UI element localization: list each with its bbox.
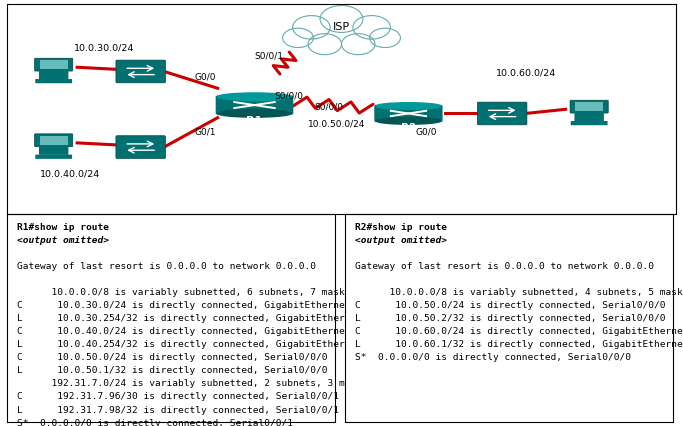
FancyBboxPatch shape — [116, 136, 165, 158]
FancyBboxPatch shape — [40, 136, 68, 144]
Text: <output omitted>: <output omitted> — [354, 236, 447, 245]
FancyBboxPatch shape — [39, 69, 68, 79]
Ellipse shape — [218, 93, 291, 101]
Circle shape — [308, 34, 342, 55]
Text: <output omitted>: <output omitted> — [16, 236, 109, 245]
FancyBboxPatch shape — [571, 121, 608, 125]
FancyBboxPatch shape — [35, 58, 73, 71]
FancyBboxPatch shape — [574, 112, 604, 121]
Text: L      10.0.50.1/32 is directly connected, Serial0/0/0: L 10.0.50.1/32 is directly connected, Se… — [16, 366, 327, 375]
Text: R2: R2 — [401, 123, 416, 133]
Text: ISP: ISP — [333, 22, 350, 32]
Circle shape — [283, 28, 313, 48]
Text: Gateway of last resort is 0.0.0.0 to network 0.0.0.0: Gateway of last resort is 0.0.0.0 to net… — [354, 262, 654, 271]
Circle shape — [342, 34, 375, 55]
Text: S*  0.0.0.0/0 is directly connected, Serial0/0/1: S* 0.0.0.0/0 is directly connected, Seri… — [16, 419, 292, 426]
Text: C      10.0.40.0/24 is directly connected, GigabitEthernet0/1: C 10.0.40.0/24 is directly connected, Gi… — [16, 327, 367, 336]
FancyBboxPatch shape — [570, 100, 609, 113]
Text: 10.0.40.0/24: 10.0.40.0/24 — [40, 170, 100, 178]
Text: 10.0.50.0/24: 10.0.50.0/24 — [308, 119, 365, 128]
Text: S0/0/1: S0/0/1 — [255, 52, 283, 61]
Text: C      192.31.7.96/30 is directly connected, Serial0/0/1: C 192.31.7.96/30 is directly connected, … — [16, 392, 339, 401]
Text: S0/0/0: S0/0/0 — [275, 92, 303, 101]
Circle shape — [292, 16, 330, 39]
Text: 192.31.7.0/24 is variably subnetted, 2 subnets, 3 masks: 192.31.7.0/24 is variably subnetted, 2 s… — [16, 380, 367, 389]
Circle shape — [320, 6, 363, 32]
Text: R2#show ip route: R2#show ip route — [354, 222, 447, 232]
Text: S0/0/0: S0/0/0 — [315, 102, 344, 111]
FancyBboxPatch shape — [36, 79, 72, 83]
Circle shape — [370, 28, 400, 48]
Text: G0/1: G0/1 — [194, 127, 216, 136]
FancyBboxPatch shape — [116, 60, 165, 83]
Text: L      10.0.40.254/32 is directly connected, GigabitEthernet0/1: L 10.0.40.254/32 is directly connected, … — [16, 340, 379, 349]
FancyBboxPatch shape — [36, 155, 72, 159]
FancyBboxPatch shape — [39, 145, 68, 155]
Text: R1: R1 — [247, 115, 262, 126]
FancyBboxPatch shape — [477, 102, 527, 125]
Text: 10.0.0.0/8 is variably subnetted, 6 subnets, 7 masks: 10.0.0.0/8 is variably subnetted, 6 subn… — [16, 288, 350, 297]
Text: 10.0.0.0/8 is variably subnetted, 4 subnets, 5 masks: 10.0.0.0/8 is variably subnetted, 4 subn… — [354, 288, 683, 297]
FancyBboxPatch shape — [40, 60, 68, 69]
Text: R1#show ip route: R1#show ip route — [16, 222, 109, 232]
Text: C      10.0.60.0/24 is directly connected, GigabitEthernet0/0: C 10.0.60.0/24 is directly connected, Gi… — [354, 327, 683, 336]
Text: S*  0.0.0.0/0 is directly connected, Serial0/0/0: S* 0.0.0.0/0 is directly connected, Seri… — [354, 353, 630, 362]
Text: L      10.0.30.254/32 is directly connected, GigabitEthernet0/0: L 10.0.30.254/32 is directly connected, … — [16, 314, 379, 323]
FancyBboxPatch shape — [35, 134, 73, 147]
Text: 10.0.30.0/24: 10.0.30.0/24 — [74, 43, 134, 52]
Text: Gateway of last resort is 0.0.0.0 to network 0.0.0.0: Gateway of last resort is 0.0.0.0 to net… — [16, 262, 316, 271]
Text: C      10.0.50.0/24 is directly connected, Serial0/0/0: C 10.0.50.0/24 is directly connected, Se… — [354, 301, 665, 310]
Text: G0/0: G0/0 — [415, 127, 436, 136]
Ellipse shape — [376, 103, 441, 109]
Ellipse shape — [218, 109, 291, 117]
Text: 10.0.60.0/24: 10.0.60.0/24 — [495, 69, 556, 78]
Circle shape — [353, 16, 391, 39]
Text: C      10.0.50.0/24 is directly connected, Serial0/0/0: C 10.0.50.0/24 is directly connected, Se… — [16, 353, 327, 362]
Text: L      10.0.50.2/32 is directly connected, Serial0/0/0: L 10.0.50.2/32 is directly connected, Se… — [354, 314, 665, 323]
Ellipse shape — [376, 118, 441, 124]
Text: L      10.0.60.1/32 is directly connected, GigabitEthernet0/0: L 10.0.60.1/32 is directly connected, Gi… — [354, 340, 683, 349]
Text: L      192.31.7.98/32 is directly connected, Serial0/0/1: L 192.31.7.98/32 is directly connected, … — [16, 406, 339, 414]
FancyBboxPatch shape — [374, 105, 443, 122]
Text: G0/0: G0/0 — [194, 73, 216, 82]
Text: C      10.0.30.0/24 is directly connected, GigabitEthernet0/0: C 10.0.30.0/24 is directly connected, Gi… — [16, 301, 367, 310]
FancyBboxPatch shape — [575, 102, 603, 111]
FancyBboxPatch shape — [216, 95, 293, 115]
